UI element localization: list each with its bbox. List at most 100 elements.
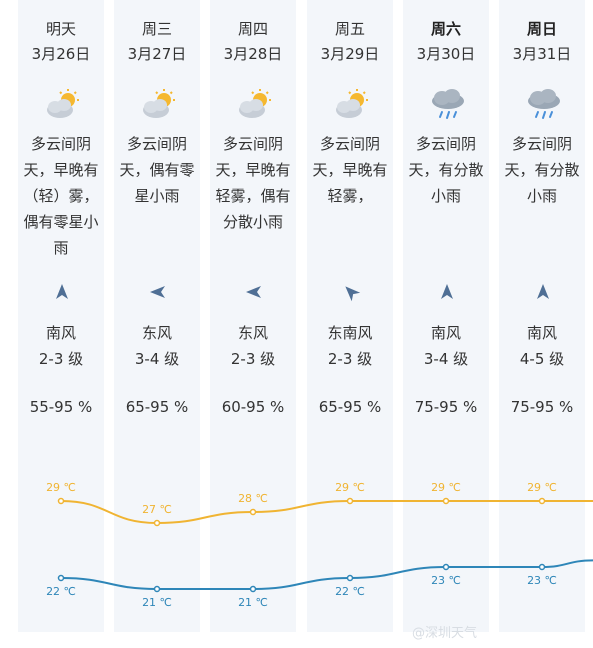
temp-point [153, 519, 161, 527]
description-line: 多云间阴 [319, 135, 380, 153]
temp-point [249, 508, 257, 516]
temp-label: 29 ℃ [431, 481, 461, 494]
weather-description: 多云间阴天，偶有零星小雨 [114, 131, 200, 209]
temp-point [153, 585, 161, 593]
date-label: 3月26日 [31, 45, 91, 63]
date-label: 3月31日 [512, 45, 572, 63]
description-line: 天，有分散 [408, 161, 484, 179]
forecast-column: 明天 3月26日多云间阴天，早晚有 （轻）雾， 偶有零星小雨南风 2-3 级 55-95 … [18, 0, 104, 632]
description-line: 星小雨 [134, 187, 180, 205]
humidity-label: 75-95 % [510, 398, 574, 416]
humidity-label: 65-95 % [125, 398, 189, 416]
cloudy-sun-icon [235, 88, 275, 122]
temp-point [442, 497, 450, 505]
description-line: 多云间阴 [222, 135, 283, 153]
temp-point [346, 497, 354, 505]
rain-cloud-icon [428, 88, 468, 122]
forecast-column: 周三 3月27日多云间阴天，偶有零星小雨东风 3-4 级 65-95 % [114, 0, 200, 632]
description-line: （轻）雾， [23, 187, 99, 205]
temp-point [442, 563, 450, 571]
temp-label: 29 ℃ [335, 481, 365, 494]
description-line: 轻雾， [327, 187, 373, 205]
description-line: 偶有零星小 [23, 213, 99, 231]
wind-direction-arrow-icon [341, 282, 361, 302]
wind-level-label: 2-3 级 [327, 350, 373, 368]
cloudy-sun-icon [139, 88, 179, 122]
weather-description: 多云间阴天，有分散小雨 [403, 131, 489, 209]
temp-label: 28 ℃ [238, 492, 268, 505]
description-line: 多云间阴 [30, 135, 91, 153]
watermark: @深圳天气 [412, 626, 478, 641]
date-label: 3月27日 [127, 45, 187, 63]
wind-direction-label: 东风 [237, 324, 268, 342]
wind-direction-arrow-icon [148, 282, 168, 302]
temp-point [538, 563, 546, 571]
humidity-label: 55-95 % [29, 398, 93, 416]
temp-point [57, 497, 65, 505]
wind-level-label: 4-5 级 [519, 350, 565, 368]
description-line: 小雨 [526, 187, 557, 205]
description-line: 轻雾，偶有 [215, 187, 291, 205]
wind-direction-label: 东风 [141, 324, 172, 342]
rain-cloud-icon [524, 88, 564, 122]
temp-label: 21 ℃ [142, 596, 172, 609]
description-line: 雨 [53, 239, 69, 257]
description-line: 多云间阴 [511, 135, 572, 153]
wind-direction-arrow-icon [244, 282, 264, 302]
temp-label: 22 ℃ [46, 585, 76, 598]
wind-direction-label: 南风 [45, 324, 76, 342]
day-label: 周日 [526, 20, 557, 38]
wind-level-label: 3-4 级 [423, 350, 469, 368]
wind-level-label: 3-4 级 [134, 350, 180, 368]
humidity-label: 60-95 % [221, 398, 285, 416]
weather-description: 多云间阴天，有分散小雨 [499, 131, 585, 209]
weather-description: 多云间阴天，早晚有 （轻）雾， 偶有零星小雨 [18, 131, 104, 261]
date-label: 3月28日 [223, 45, 283, 63]
description-line: 天，早晚有 [23, 161, 99, 179]
description-line: 天，早晚有 [312, 161, 388, 179]
day-label: 明天 [45, 20, 76, 38]
date-label: 3月29日 [320, 45, 380, 63]
day-label: 周六 [430, 20, 461, 38]
description-line: 多云间阴 [415, 135, 476, 153]
day-label: 周三 [141, 20, 172, 38]
forecast-column: 周五 3月29日多云间阴天，早晚有轻雾， 东南风 2-3 级 65-95 % [307, 0, 393, 632]
low-temp-line [60, 559, 593, 591]
weather-description: 多云间阴天，早晚有轻雾， [307, 131, 393, 209]
forecast-column: 周日 3月31日多云间阴天，有分散小雨南风 4-5 级 75-95 % [499, 0, 585, 632]
wind-level-label: 2-3 级 [38, 350, 84, 368]
cloudy-sun-icon [43, 88, 83, 122]
weather-description: 多云间阴 天，早晚有 轻雾，偶有 分散小雨 [210, 131, 296, 235]
wind-direction-arrow-icon [437, 282, 457, 302]
temp-label: 23 ℃ [431, 574, 461, 587]
day-label: 周四 [237, 20, 268, 38]
cloudy-sun-icon [332, 88, 372, 122]
description-line: 天，早晚有 [215, 161, 291, 179]
day-label: 周五 [334, 20, 365, 38]
description-line: 小雨 [430, 187, 461, 205]
description-line: 天，偶有零 [119, 161, 195, 179]
description-line: 天，有分散 [504, 161, 580, 179]
wind-direction-arrow-icon [52, 282, 72, 302]
high-temp-line [60, 499, 593, 525]
temp-label: 22 ℃ [335, 585, 365, 598]
wind-direction-label: 南风 [526, 324, 557, 342]
wind-direction-arrow-icon [533, 282, 553, 302]
wind-direction-label: 南风 [430, 324, 461, 342]
forecast-column: 周六 3月30日多云间阴天，有分散小雨南风 3-4 级 75-95 % [403, 0, 489, 632]
temp-label: 21 ℃ [238, 596, 268, 609]
humidity-label: 75-95 % [414, 398, 478, 416]
temp-label: 29 ℃ [527, 481, 557, 494]
description-line: 多云间阴 [126, 135, 187, 153]
wind-direction-label: 东南风 [327, 324, 373, 342]
temp-label: 23 ℃ [527, 574, 557, 587]
temp-point [57, 574, 65, 582]
temp-point [346, 574, 354, 582]
humidity-label: 65-95 % [318, 398, 382, 416]
wind-level-label: 2-3 级 [230, 350, 276, 368]
temp-label: 27 ℃ [142, 503, 172, 516]
temp-point [249, 585, 257, 593]
temp-label: 29 ℃ [46, 481, 76, 494]
date-label: 3月30日 [416, 45, 476, 63]
